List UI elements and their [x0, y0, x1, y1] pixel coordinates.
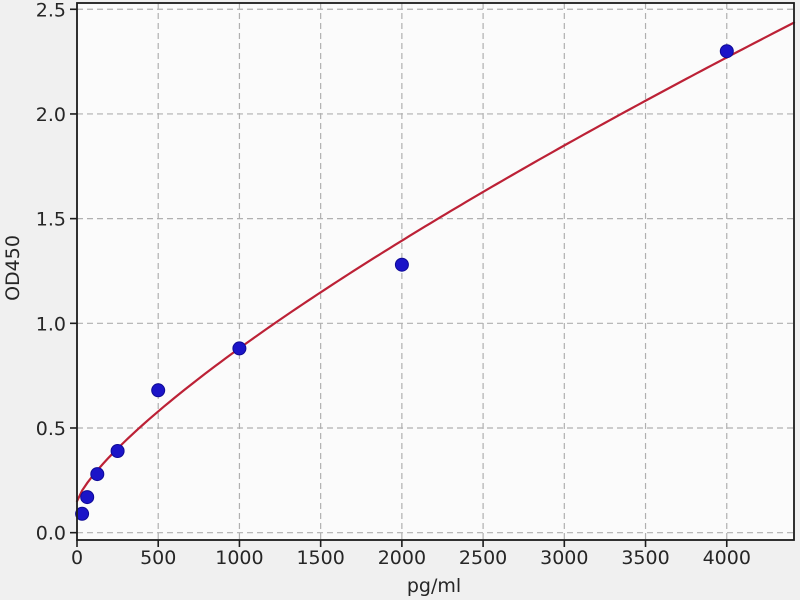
data-point: [719, 44, 734, 59]
x-tick-label: 2500: [459, 547, 507, 569]
x-axis-label: pg/ml: [406, 575, 462, 597]
data-point: [110, 444, 125, 458]
x-tick-label: 0: [71, 547, 83, 569]
data-point: [151, 383, 166, 398]
y-tick-label: 0.0: [36, 523, 66, 545]
plot-area: [77, 3, 794, 540]
y-tick-label: 1.5: [36, 209, 66, 231]
fit-curve: [75, 21, 796, 503]
data-point: [75, 506, 90, 521]
plot-border: [76, 2, 795, 541]
x-tick-label: 1500: [296, 547, 344, 569]
x-tick-label: 1000: [215, 547, 263, 569]
x-tick-label: 3500: [621, 547, 669, 569]
y-tick-label: 1.0: [36, 313, 66, 335]
data-point: [394, 257, 409, 272]
data-point: [80, 490, 95, 505]
data-point: [232, 341, 247, 356]
data-point: [90, 467, 105, 482]
x-tick-label: 2000: [378, 547, 426, 569]
y-tick-label: 2.0: [36, 104, 66, 126]
y-tick-label: 2.5: [36, 0, 66, 21]
x-tick-label: 500: [140, 547, 176, 569]
x-tick-label: 3000: [540, 547, 588, 569]
x-tick-label: 4000: [703, 547, 751, 569]
y-axis-label: OD450: [2, 235, 24, 301]
y-tick-label: 0.5: [36, 418, 66, 440]
